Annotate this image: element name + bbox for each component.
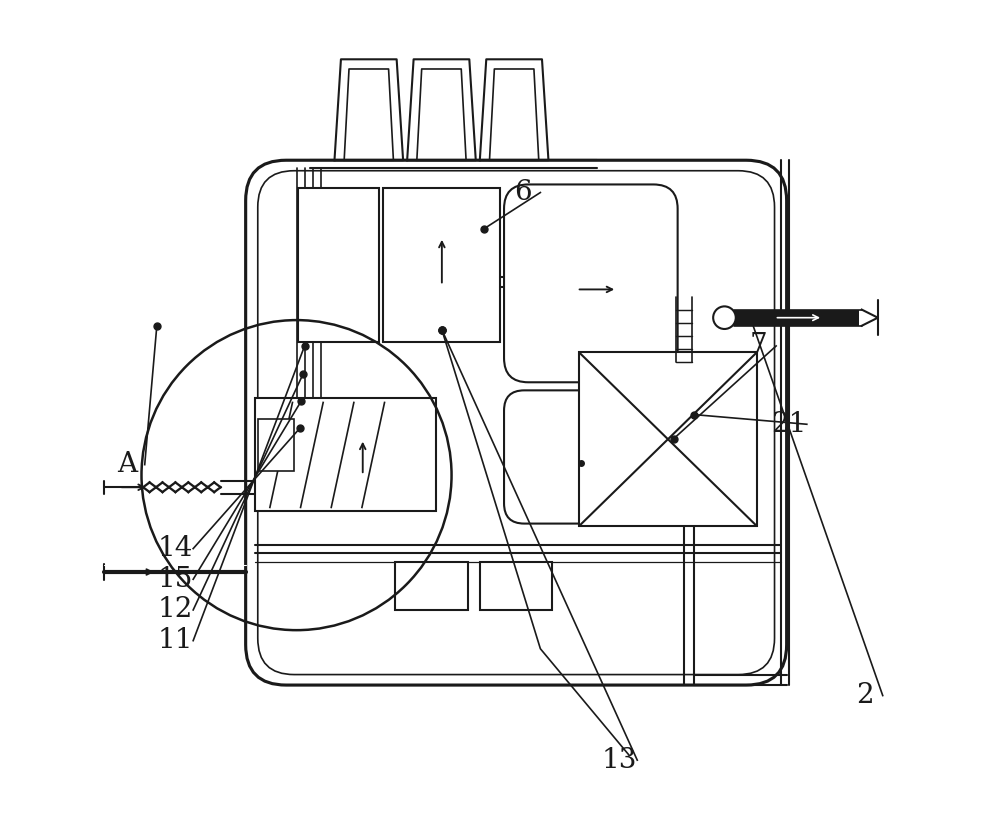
FancyBboxPatch shape [504,185,678,382]
Text: A: A [117,451,137,478]
Bar [258,419,294,471]
Text: 2: 2 [856,682,874,709]
Bar [579,352,757,526]
Text: 7: 7 [750,333,767,359]
Text: 15: 15 [158,566,193,593]
FancyBboxPatch shape [246,160,787,685]
Text: 21: 21 [771,411,807,437]
Text: 12: 12 [158,597,193,624]
Text: 14: 14 [158,535,193,562]
Circle shape [713,307,736,329]
Bar [395,562,468,610]
Text: 13: 13 [602,746,637,774]
Bar [480,562,552,610]
FancyBboxPatch shape [504,390,678,524]
Text: 11: 11 [158,627,193,654]
Bar [383,189,500,342]
Bar [734,310,859,326]
Text: 6: 6 [514,179,531,206]
Bar [298,189,379,342]
Bar [255,398,436,511]
